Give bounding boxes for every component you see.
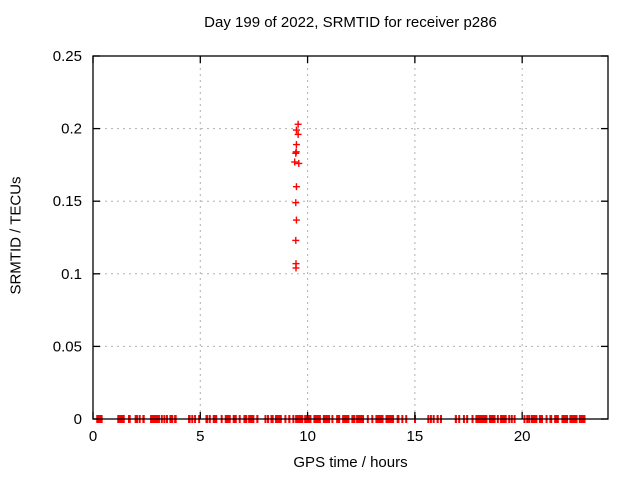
plot-border	[92, 55, 609, 420]
y-tick-label: 0.2	[61, 121, 82, 138]
y-tick-label: 0.25	[53, 48, 82, 65]
x-tick-label: 0	[89, 428, 97, 445]
y-tick-label: 0.05	[53, 338, 82, 355]
y-tick-label: 0.15	[53, 193, 82, 210]
x-tick-label: 10	[299, 428, 316, 445]
y-tick-label: 0	[74, 411, 82, 428]
x-tick-label: 15	[407, 428, 424, 445]
chart-title: Day 199 of 2022, SRMTID for receiver p28…	[204, 14, 497, 31]
x-axis-label: GPS time / hours	[293, 454, 408, 471]
x-tick-label: 5	[196, 428, 204, 445]
y-tick-label: 0.1	[61, 266, 82, 283]
x-tick-label: 20	[514, 428, 531, 445]
